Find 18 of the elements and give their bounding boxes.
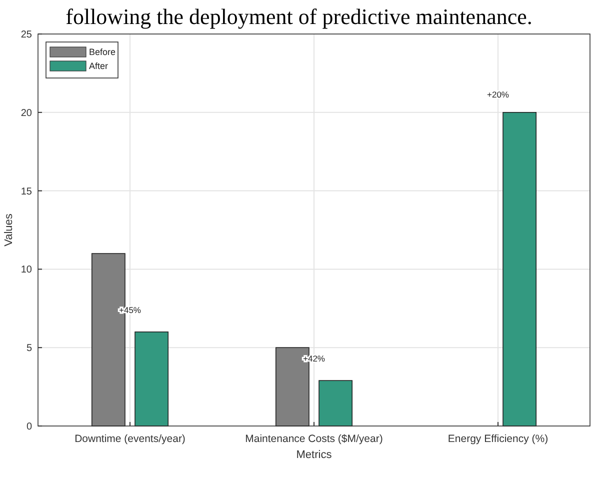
x-tick-label: Downtime (events/year)	[74, 433, 186, 445]
y-tick-label: 0	[26, 422, 32, 432]
legend-label: Before	[89, 47, 116, 58]
chart-title: following the deployment of predictive maintenance.	[66, 4, 532, 29]
y-tick-label: 10	[20, 264, 32, 276]
bar	[502, 112, 537, 426]
y-axis-title: Values	[3, 213, 15, 246]
y-tick-label: 5	[26, 343, 32, 354]
y-tick-label: 15	[20, 186, 32, 198]
y-tick-label: 25	[20, 30, 32, 40]
bar	[318, 380, 353, 426]
x-tick-label: Maintenance Costs ($M/year)	[245, 433, 383, 445]
x-axis-title: Metrics	[296, 449, 332, 461]
x-tick-label: Energy Efficiency (%)	[448, 433, 548, 445]
y-tick-label: 20	[20, 108, 32, 119]
legend-label: After	[89, 61, 108, 72]
annotation: +20%	[487, 89, 510, 100]
bar	[134, 332, 169, 426]
